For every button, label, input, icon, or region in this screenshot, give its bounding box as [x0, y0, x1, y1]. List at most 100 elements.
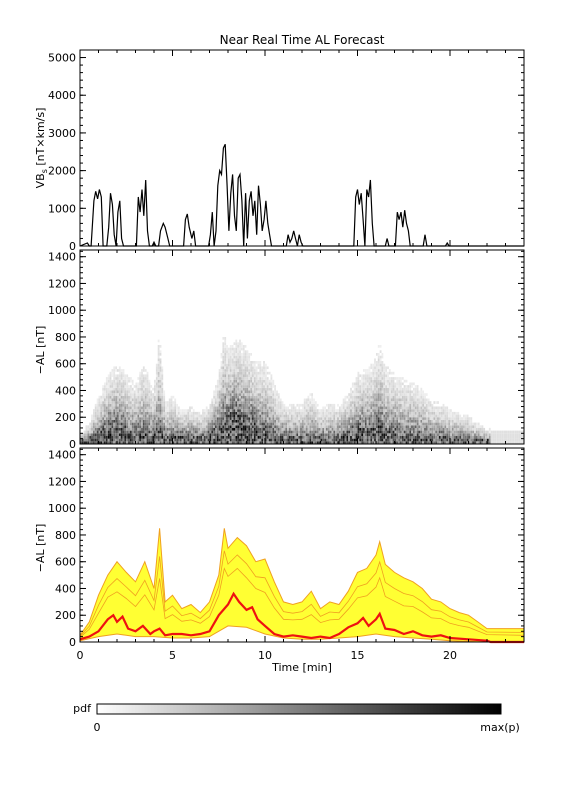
heatmap-cell	[142, 390, 145, 394]
heatmap-cell	[216, 390, 219, 394]
heatmap-cell	[279, 411, 282, 415]
heatmap-cell	[142, 411, 145, 415]
heatmap-cell	[81, 436, 84, 439]
heatmap-cell	[216, 427, 219, 431]
heatmap-cell	[253, 369, 256, 372]
heatmap-cell	[313, 441, 315, 444]
heatmap-cell	[259, 398, 262, 402]
heatmap-cell	[218, 430, 221, 434]
heatmap-cell	[239, 401, 241, 404]
heatmap-cell	[144, 385, 147, 388]
heatmap-cell	[128, 430, 130, 434]
heatmap-cell	[377, 358, 380, 362]
heatmap-cell	[448, 414, 450, 418]
heatmap-cell	[237, 406, 239, 410]
heatmap-cell	[407, 393, 410, 396]
heatmap-cell	[242, 414, 245, 418]
heatmap-cell	[372, 411, 375, 415]
heatmap-cell	[179, 425, 182, 428]
heatmap-cell	[298, 417, 301, 420]
heatmap-cell	[322, 438, 325, 442]
heatmap-cell	[416, 409, 419, 412]
heatmap-cell	[370, 395, 373, 399]
heatmap-cell	[170, 430, 173, 434]
heatmap-cell	[357, 427, 360, 431]
heatmap-cell	[279, 406, 282, 410]
heatmap-cell	[124, 441, 127, 444]
heatmap-cell	[374, 438, 376, 442]
heatmap-cell	[500, 438, 502, 442]
heatmap-cell	[509, 430, 511, 434]
heatmap-cell	[479, 430, 482, 434]
heatmap-cell	[377, 422, 380, 426]
heatmap-cell	[166, 414, 169, 418]
heatmap-cell	[126, 387, 129, 391]
heatmap-cell	[405, 417, 408, 420]
heatmap-cell	[265, 419, 267, 423]
heatmap-cell	[383, 398, 386, 402]
heatmap-cell	[130, 409, 132, 412]
heatmap-cell	[481, 425, 484, 428]
heatmap-cell	[133, 403, 136, 407]
heatmap-cell	[93, 419, 95, 423]
heatmap-cell	[427, 401, 430, 404]
heatmap-cell	[248, 385, 251, 388]
heatmap-cell	[501, 430, 504, 434]
heatmap-cell	[229, 347, 232, 351]
heatmap-cell	[144, 411, 147, 415]
heatmap-cell	[470, 436, 473, 439]
heatmap-cell	[302, 438, 304, 442]
heatmap-cell	[407, 390, 410, 394]
heatmap-cell	[450, 438, 452, 442]
heatmap-cell	[144, 409, 147, 412]
heatmap-cell	[224, 363, 227, 367]
heatmap-cell	[268, 387, 271, 391]
heatmap-cell	[246, 427, 249, 431]
heatmap-cell	[229, 361, 232, 364]
heatmap-cell	[98, 395, 101, 399]
heatmap-cell	[327, 406, 330, 410]
heatmap-cell	[157, 353, 160, 356]
heatmap-cell	[185, 441, 188, 444]
heatmap-cell	[451, 411, 454, 415]
heatmap-cell	[154, 406, 156, 410]
heatmap-cell	[222, 395, 225, 399]
heatmap-cell	[137, 422, 140, 426]
heatmap-cell	[283, 436, 286, 439]
heatmap-cell	[202, 425, 204, 428]
heatmap-cell	[231, 417, 234, 420]
heatmap-cell	[268, 403, 271, 407]
heatmap-cell	[109, 419, 112, 423]
heatmap-cell	[211, 403, 214, 407]
heatmap-cell	[474, 441, 476, 444]
heatmap-cell	[351, 419, 354, 423]
heatmap-cell	[414, 387, 417, 391]
heatmap-cell	[104, 409, 106, 412]
heatmap-cell	[416, 403, 419, 407]
heatmap-cell	[107, 403, 110, 407]
heatmap-cell	[109, 436, 112, 439]
heatmap-cell	[179, 430, 182, 434]
heatmap-cell	[229, 379, 232, 383]
heatmap-cell	[379, 361, 382, 364]
heatmap-cell	[407, 411, 410, 415]
heatmap-cell	[320, 409, 323, 412]
heatmap-cell	[239, 366, 241, 370]
heatmap-cell	[163, 430, 166, 434]
heatmap-cell	[248, 371, 251, 375]
heatmap-cell	[464, 414, 467, 418]
heatmap-cell	[120, 409, 123, 412]
heatmap-cell	[141, 414, 143, 418]
heatmap-cell	[281, 411, 284, 415]
heatmap-cell	[205, 441, 208, 444]
heatmap-cell	[302, 441, 304, 444]
heatmap-cell	[222, 345, 225, 348]
heatmap-cell	[320, 417, 323, 420]
heatmap-cell	[246, 401, 249, 404]
heatmap-cell	[270, 377, 273, 380]
heatmap-cell	[128, 409, 130, 412]
heatmap-cell	[107, 387, 110, 391]
heatmap-cell	[411, 441, 413, 444]
heatmap-cell	[277, 422, 280, 426]
heatmap-cell	[93, 409, 95, 412]
